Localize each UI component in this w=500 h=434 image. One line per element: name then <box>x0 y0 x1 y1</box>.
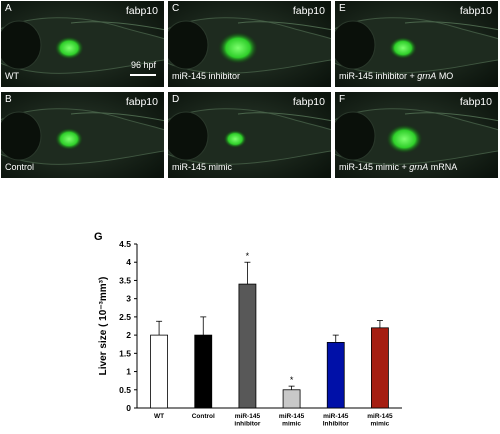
y-axis-label: Liver size ( 10⁻³mm³) <box>98 277 109 376</box>
panel-letter: E <box>339 3 346 14</box>
significance-asterisk: * <box>246 251 250 261</box>
condition-text: miR-145 inhibitor <box>172 71 241 81</box>
panel-letter: C <box>172 3 180 14</box>
condition-text: WT <box>5 71 19 81</box>
liver-size-bar-chart: G Liver size ( 10⁻³mm³) 0 0.5 1 1.5 2 2.5 3 3.5 4 4… <box>94 231 402 428</box>
condition-suffix: MO <box>436 71 454 81</box>
bar-4 <box>282 389 301 409</box>
chart-panel-letter: G <box>94 231 103 243</box>
x-category-label: miR-145 <box>323 413 349 420</box>
x-category-label: Inhibitor <box>323 421 349 428</box>
zebrafish-larva-image <box>1 1 164 87</box>
condition-label: miR-145 mimic <box>172 162 232 172</box>
x-category-label: WT <box>154 413 164 420</box>
condition-label: Control <box>5 162 34 172</box>
x-category-label: inhibitor <box>234 421 260 428</box>
y-tick-label: 0 <box>126 403 131 413</box>
panel-letter: F <box>339 94 346 105</box>
y-tick-label: 3 <box>126 294 131 304</box>
y-tick-label: 4 <box>126 257 131 267</box>
condition-suffix: mRNA <box>428 162 458 172</box>
condition-label: miR-145 inhibitor <box>172 71 240 81</box>
bar-6 <box>371 327 389 409</box>
panel-letter: D <box>172 94 180 105</box>
x-category-label: mimic <box>282 421 301 428</box>
zebrafish-larva-image <box>168 1 331 87</box>
marker-label: fabp10 <box>292 5 325 17</box>
x-category-label: miR-145 <box>279 413 305 420</box>
y-tick-label: 4.5 <box>119 239 131 249</box>
zebrafish-larva-image <box>335 1 498 87</box>
panel-letter: A <box>5 3 12 14</box>
scale-bar <box>130 74 156 76</box>
y-tick-label: 2.5 <box>119 312 131 322</box>
zebrafish-larva-image <box>1 92 164 178</box>
marker-label: fabp10 <box>459 96 492 108</box>
gene-name: grnA <box>417 71 437 81</box>
condition-label: miR-145 mimic + grnA mRNA <box>339 162 457 172</box>
condition-text: miR-145 inhibitor + <box>339 71 418 81</box>
gene-name: grnA <box>409 162 429 172</box>
condition-text: Control <box>5 162 35 172</box>
y-tick-label: 0.5 <box>119 385 131 395</box>
marker-label: fabp10 <box>459 5 492 17</box>
bar-3 <box>238 283 257 409</box>
y-tick-label: 2 <box>126 330 131 340</box>
y-tick-label: 1.5 <box>119 348 131 358</box>
y-tick-label: 1 <box>126 367 131 377</box>
y-tick-label: 3.5 <box>119 275 131 285</box>
panel-letter: B <box>5 94 12 105</box>
marker-label: fabp10 <box>125 5 158 17</box>
x-category-label: miR-145 <box>367 413 393 420</box>
condition-text: miR-145 mimic + <box>339 162 410 172</box>
condition-label: WT <box>5 71 19 81</box>
scale-label: 96 hpf <box>130 60 156 70</box>
significance-asterisk: * <box>290 375 294 385</box>
zebrafish-larva-image <box>335 92 498 178</box>
bar-1 <box>150 334 168 409</box>
zebrafish-larva-image <box>168 92 331 178</box>
condition-label: miR-145 inhibitor + grnA MO <box>339 71 453 81</box>
marker-label: fabp10 <box>125 96 158 108</box>
x-category-label: mimic <box>371 421 390 428</box>
bar-5 <box>326 342 345 409</box>
bar-2 <box>194 334 213 409</box>
condition-text: miR-145 mimic <box>172 162 233 172</box>
marker-label: fabp10 <box>292 96 325 108</box>
x-category-label: Control <box>192 413 215 420</box>
x-category-label: miR-145 <box>235 413 261 420</box>
